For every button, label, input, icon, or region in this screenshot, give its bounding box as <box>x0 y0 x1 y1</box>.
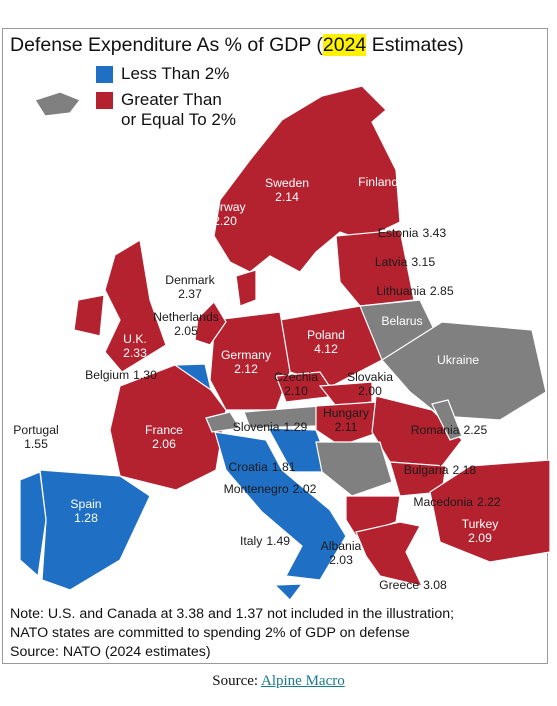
source-link[interactable]: Alpine Macro <box>261 673 345 689</box>
ukraine <box>381 321 547 421</box>
country-value: 2.20 <box>213 214 237 228</box>
country-name: Poland <box>307 328 345 342</box>
balkans-non-nato <box>315 441 393 497</box>
country-value: 2.37 <box>178 287 202 301</box>
country-name: Greece <box>379 578 419 592</box>
legend-item: Less Than 2% <box>96 64 229 84</box>
title-text: Defense Expenditure As % of GDP ( <box>10 34 323 56</box>
country-value: 2.09 <box>468 531 492 545</box>
note-line: Source: NATO (2024 estimates) <box>10 644 211 660</box>
country-value: 2.25 <box>464 423 488 437</box>
country-name: Estonia <box>378 226 419 240</box>
country-value: 2.05 <box>174 324 198 338</box>
map-frame <box>2 28 548 664</box>
country-name: Hungary <box>323 406 370 420</box>
country-name: Macedonia <box>413 495 473 509</box>
country-name: Spain <box>70 497 101 511</box>
portugal <box>19 471 47 578</box>
country-value: 2.06 <box>152 437 176 451</box>
country-name: Romania <box>411 423 460 437</box>
country-value: 1.49 <box>266 534 290 548</box>
country-name: Sweden <box>265 176 309 190</box>
country-name: Croatia <box>228 460 268 474</box>
country-value: 1.55 <box>24 437 48 451</box>
turkey <box>429 459 551 563</box>
legend-label: Greater Than <box>121 90 222 109</box>
country-value: 2.11 <box>335 420 358 434</box>
country-value: 2.03 <box>329 553 353 567</box>
country-name: U.K. <box>123 332 147 346</box>
notes: Note: U.S. and Canada at 3.38 and 1.37 n… <box>10 605 454 662</box>
country-name: Italy <box>240 534 263 548</box>
country-value: 2.14 <box>275 190 299 204</box>
country-name: Czechia <box>274 370 318 384</box>
country-name: Latvia <box>375 255 408 269</box>
switzerland <box>205 411 241 433</box>
legend-label: or Equal To 2% <box>121 110 236 129</box>
uk <box>104 239 167 373</box>
nordics <box>213 85 401 273</box>
title-highlight: 2024 <box>322 34 367 56</box>
footer: Source: Alpine Macro <box>0 673 557 690</box>
legend-swatch <box>96 66 113 83</box>
ireland <box>73 294 105 337</box>
country-name: Slovakia <box>347 370 393 384</box>
country-value: 1.81 <box>272 460 296 474</box>
country-value: 2.18 <box>452 463 476 477</box>
footer-prefix: Source: <box>212 673 259 689</box>
country-value: 2.33 <box>123 346 147 360</box>
hungary <box>315 401 381 447</box>
country-name: Norway <box>204 200 246 214</box>
country-name: Finland <box>358 175 398 189</box>
country-value: 2.10 <box>284 384 308 398</box>
country-name: France <box>145 423 183 437</box>
country-name: Turkey <box>462 517 500 531</box>
spain <box>39 469 151 591</box>
country-value: 1.28 <box>74 511 98 525</box>
country-value: 1.30 <box>133 368 157 382</box>
title: Defense Expenditure As % of GDP (2024 Es… <box>10 34 464 57</box>
country-value: 3.08 <box>423 578 447 592</box>
country-name: Ukraine <box>437 353 479 367</box>
country-value: 3.43 <box>422 226 446 240</box>
country-name: Belarus <box>381 314 422 328</box>
country-value: 2.22 <box>477 495 501 509</box>
country-name: Albania <box>321 539 362 553</box>
legend-item: Greater Than or Equal To 2% <box>96 90 236 130</box>
france <box>109 364 227 491</box>
country-value: 2.41 <box>402 175 426 189</box>
country-name: Bulgaria <box>404 463 449 477</box>
country-name: Slovenia <box>233 420 280 434</box>
note-line: NATO states are committed to spending 2%… <box>10 625 410 641</box>
country-value: 1.29 <box>284 420 308 434</box>
country-name: Denmark <box>165 273 215 287</box>
country-value: 2.85 <box>430 284 454 298</box>
legend-swatch <box>96 92 113 109</box>
country-value: 4.12 <box>314 342 338 356</box>
moldova <box>431 399 463 441</box>
netherlands <box>194 301 227 346</box>
greece <box>355 521 424 587</box>
title-text: Estimates) <box>366 34 464 56</box>
country-value: 2.12 <box>234 362 258 376</box>
country-name: Belgium <box>85 368 129 382</box>
country-name: Germany <box>221 348 272 362</box>
italy <box>214 431 347 581</box>
denmark <box>235 269 257 307</box>
sicily <box>273 583 304 601</box>
legend-label: Less Than 2% <box>121 64 230 83</box>
country-value: 3.15 <box>411 255 435 269</box>
country-value: 2.00 <box>358 384 382 398</box>
country-name: Portugal <box>13 423 58 437</box>
country-value: 2.02 <box>293 482 317 496</box>
country-name: Lithuania <box>376 284 426 298</box>
country-name: Montenegro <box>224 482 289 496</box>
note-line: Note: U.S. and Canada at 3.38 and 1.37 n… <box>10 606 455 622</box>
iceland <box>34 91 81 117</box>
country-name: Netherlands <box>153 310 219 324</box>
